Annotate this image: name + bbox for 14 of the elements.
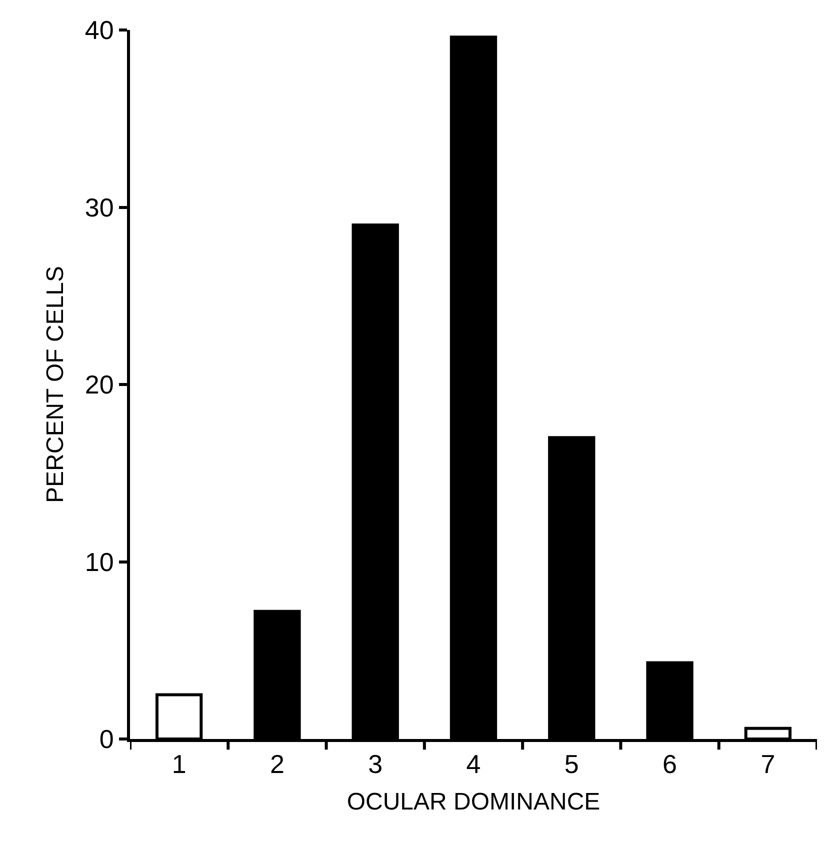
- x-tick-label: 6: [662, 749, 678, 780]
- y-tick-label: 20: [84, 370, 114, 400]
- x-tick-label: 4: [466, 749, 481, 780]
- y-tick-label: 40: [84, 15, 114, 46]
- y-tick-label: 0: [99, 724, 114, 754]
- x-tick-label: 7: [760, 749, 776, 780]
- y-axis-title: PERCENT OF CELLS: [42, 266, 69, 503]
- y-tick-label: 10: [84, 546, 114, 577]
- x-tick-label: 1: [172, 749, 186, 780]
- x-tick-label: 3: [368, 749, 383, 780]
- x-tick-label: 5: [564, 749, 579, 780]
- x-tick-label: 2: [270, 749, 284, 780]
- x-axis-title: OCULAR DOMINANCE: [346, 788, 600, 816]
- y-tick-label: 30: [84, 192, 114, 222]
